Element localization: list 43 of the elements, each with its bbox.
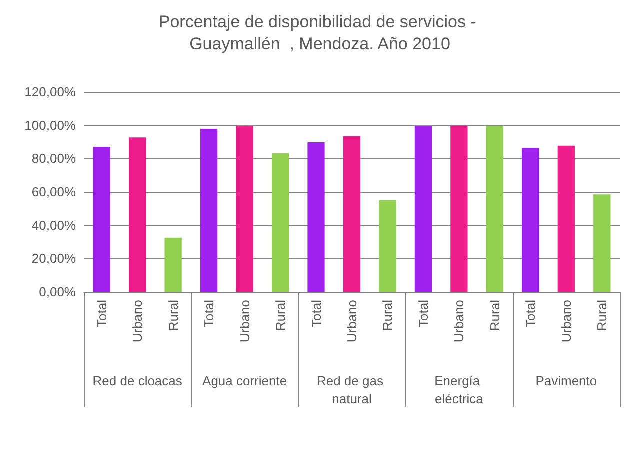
bar — [200, 129, 218, 292]
bar — [343, 136, 361, 292]
chart-title: Porcentaje de disponibilidad de servicios - Guaymallén , Mendoza. Año 2010 — [158, 12, 482, 54]
bar — [379, 200, 396, 292]
bar — [272, 154, 290, 292]
text: Total — [202, 300, 217, 328]
x-tick-label: Pavimento — [536, 374, 598, 388]
x-tick-label: Red de gas natural — [316, 374, 388, 406]
bar — [93, 147, 110, 292]
y-tick-label: 80,00% — [32, 151, 76, 166]
text: Total — [308, 300, 324, 328]
text: Urbano — [452, 300, 467, 343]
bar — [129, 138, 146, 292]
text: Total — [523, 300, 538, 328]
bar — [308, 142, 325, 292]
y-tick-label: 40,00% — [32, 218, 76, 233]
x-tick-label: Agua corriente — [202, 374, 288, 388]
text: Rural — [273, 300, 288, 332]
text: Urbano — [130, 300, 146, 343]
y-tick-label: 100,00% — [24, 118, 76, 133]
text: Total — [94, 300, 110, 328]
text: Urbano — [344, 300, 360, 343]
bar — [164, 238, 182, 292]
text: Urbano — [558, 300, 574, 343]
bar — [486, 126, 504, 292]
bar — [236, 126, 254, 292]
bar — [414, 126, 432, 292]
text: Urbano — [237, 300, 252, 343]
text: Rural — [487, 300, 502, 332]
bar — [522, 148, 540, 292]
text: Rural — [594, 300, 610, 332]
y-tick-label: 120,00% — [24, 84, 76, 100]
text: Total — [416, 300, 431, 328]
y-tick-label: 20,00% — [32, 251, 76, 266]
x-tick-label: Red de cloacas — [92, 374, 183, 388]
bar — [558, 146, 575, 292]
bar — [594, 194, 611, 292]
x-tick-label: Energía eléctrica — [434, 374, 484, 406]
bar — [450, 126, 468, 292]
y-tick-label: 60,00% — [32, 184, 76, 200]
text: Rural — [166, 300, 181, 332]
text: Rural — [380, 300, 396, 332]
y-tick-label: 0,00% — [39, 284, 76, 300]
